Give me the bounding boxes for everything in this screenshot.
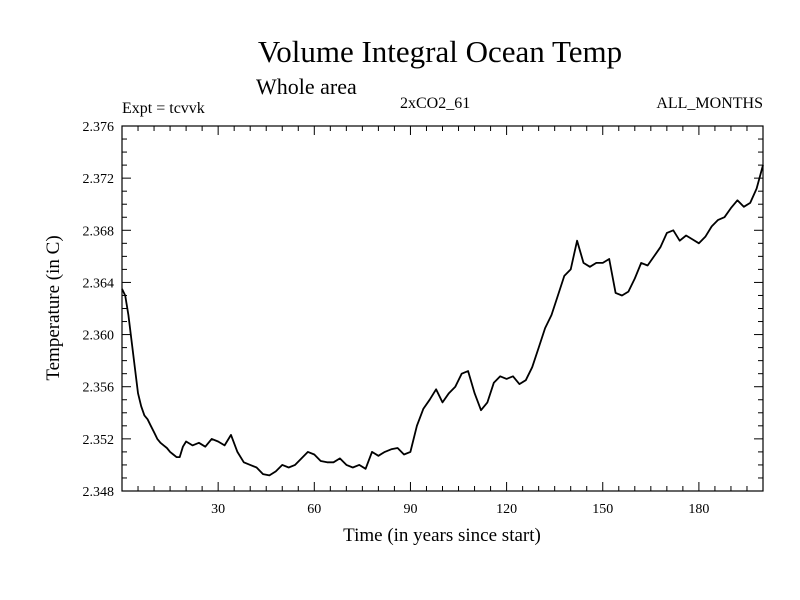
x-tick-labels: 30 60 90 120 150 180: [211, 502, 709, 517]
chart-title: Volume Integral Ocean Temp: [257, 34, 623, 69]
y-tick-label: 2.352: [83, 433, 115, 448]
y-tick-label: 2.356: [83, 381, 115, 396]
plot-frame: [121, 125, 764, 492]
y-tick-label: 2.364: [83, 276, 115, 291]
x-tick-label: 120: [496, 502, 517, 517]
y-tick-label: 2.348: [83, 485, 115, 500]
x-tick-label: 90: [403, 502, 417, 517]
x-axis-label: Time (in years since start): [343, 525, 541, 546]
y-tick-label: 2.360: [83, 329, 115, 344]
run-label: 2xCO2_61: [400, 95, 471, 112]
series-line: [121, 164, 764, 477]
y-tick-label: 2.368: [83, 224, 115, 239]
x-tick-label: 30: [211, 502, 225, 517]
x-tick-label: 60: [307, 502, 321, 517]
x-tick-label: 180: [688, 502, 709, 517]
experiment-label: Expt = tcvvk: [122, 100, 205, 117]
y-axis-label: Temperature (in C): [43, 235, 64, 380]
x-tick-label: 150: [592, 502, 613, 517]
y-tick-label: 2.376: [83, 120, 115, 135]
y-tick-labels: 2.348 2.352 2.356 2.360 2.364 2.368 2.372 2.376: [83, 120, 115, 500]
chart-subtitle: Whole area: [256, 74, 357, 99]
axis-ticks: [122, 126, 763, 491]
y-tick-label: 2.372: [83, 172, 115, 187]
season-label: ALL_MONTHS: [656, 95, 763, 112]
